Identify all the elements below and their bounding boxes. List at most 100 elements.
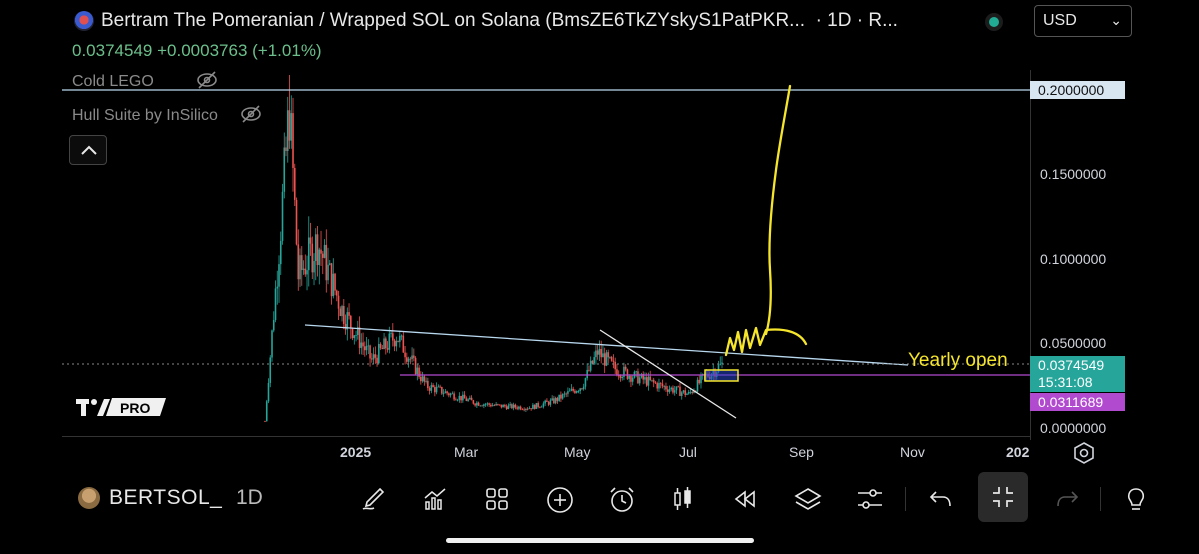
- candle-body: [381, 347, 384, 349]
- candle-body: [483, 404, 485, 406]
- candle-body: [446, 391, 448, 394]
- chart-settings-icon[interactable]: [1072, 441, 1096, 465]
- redo-button[interactable]: [1046, 480, 1086, 516]
- toolbar-divider: [905, 487, 906, 511]
- add-button[interactable]: [538, 480, 578, 516]
- candle-body: [353, 335, 356, 339]
- last-price: 0.0374549: [72, 41, 153, 60]
- price-chart[interactable]: Yearly open: [0, 0, 1199, 470]
- candle-body: [441, 386, 443, 394]
- candle-body: [360, 342, 363, 348]
- idea-icon: [1127, 488, 1145, 510]
- alert-button[interactable]: [600, 480, 640, 516]
- candle-body: [316, 234, 319, 266]
- price-axis[interactable]: [1030, 70, 1199, 440]
- layers-button[interactable]: [786, 480, 826, 516]
- candle-body: [505, 406, 508, 410]
- support-price-tag: 0.0311689: [1030, 393, 1125, 411]
- candle-body: [542, 403, 545, 407]
- currency-select[interactable]: USD ⌄: [1034, 5, 1132, 37]
- hand-drawn-projection: [724, 84, 808, 357]
- candle-body: [574, 390, 576, 393]
- settings-button[interactable]: [848, 480, 888, 516]
- candle-body: [595, 350, 597, 358]
- candle-body: [560, 394, 562, 399]
- candle-body: [591, 360, 594, 364]
- symbol-search-button[interactable]: BERTSOL_: [109, 486, 223, 509]
- fullscreen-exit-button[interactable]: [978, 472, 1028, 522]
- candle-body: [586, 369, 588, 379]
- indicator-label: Hull Suite by InSilico: [72, 107, 218, 124]
- drawing-tool-button[interactable]: [352, 480, 392, 516]
- candle-body: [404, 352, 406, 358]
- candle-body: [390, 333, 392, 335]
- candle-body: [626, 369, 629, 379]
- candle-body: [614, 361, 616, 370]
- candle-body: [411, 355, 413, 360]
- undo-button[interactable]: [920, 480, 960, 516]
- indicator-cold-lego[interactable]: Cold LEGO: [72, 71, 218, 91]
- candle-body: [698, 379, 701, 384]
- candle-body: [691, 391, 694, 393]
- market-status-icon[interactable]: [985, 13, 1003, 31]
- candle-body: [283, 147, 286, 192]
- candle-body: [362, 342, 364, 347]
- candle-body: [467, 399, 469, 401]
- candle-body: [432, 385, 434, 388]
- candle-body: [675, 386, 678, 391]
- candle-body: [264, 421, 266, 423]
- candle-body: [519, 406, 522, 410]
- candle-body: [663, 386, 666, 387]
- breakout-trendline: [599, 329, 737, 419]
- candle-body: [451, 393, 454, 395]
- candle-body: [526, 408, 529, 410]
- candle-body: [481, 405, 483, 407]
- home-indicator[interactable]: [446, 538, 754, 543]
- candle-body: [670, 387, 673, 390]
- add-icon: [547, 487, 573, 513]
- chart-title[interactable]: Bertram The Pomeranian / Wrapped SOL on …: [101, 10, 898, 32]
- candle-body: [386, 348, 389, 350]
- candle-body: [434, 387, 436, 393]
- toolbar-divider: [1100, 487, 1101, 511]
- candle-body: [407, 358, 410, 362]
- candle-body: [556, 397, 559, 401]
- layout-button[interactable]: [476, 480, 516, 516]
- candle-body: [449, 393, 452, 396]
- candle-body: [579, 388, 581, 392]
- candle-body: [306, 270, 308, 275]
- candle-body: [549, 400, 552, 405]
- candle-body: [423, 376, 426, 382]
- candle-body: [672, 387, 674, 393]
- candle-body: [385, 338, 387, 349]
- chart-type-button[interactable]: [662, 480, 702, 516]
- candle-body: [383, 338, 385, 349]
- candle-body: [413, 355, 415, 358]
- collapse-indicators-button[interactable]: [69, 135, 107, 165]
- candle-body: [546, 400, 548, 402]
- candle-body: [547, 401, 550, 405]
- candle-body: [623, 366, 625, 378]
- ideas-button[interactable]: [1115, 480, 1155, 516]
- candle-body: [647, 376, 650, 386]
- replay-button[interactable]: [724, 480, 764, 516]
- candle-body: [364, 346, 366, 351]
- interval-button[interactable]: 1D: [236, 486, 263, 509]
- candle-body: [516, 407, 518, 409]
- indicator-hull-suite[interactable]: Hull Suite by InSilico: [72, 105, 262, 125]
- candle-body: [605, 352, 608, 366]
- candle-body: [274, 288, 277, 320]
- eye-hidden-icon[interactable]: [196, 71, 218, 89]
- candle-body: [530, 408, 532, 410]
- candle-body: [700, 375, 702, 384]
- candle-body: [460, 395, 462, 401]
- eye-hidden-icon[interactable]: [240, 105, 262, 123]
- indicators-button[interactable]: [414, 480, 454, 516]
- candle-body: [325, 244, 328, 281]
- time-label: Mar: [454, 444, 479, 460]
- candle-body: [330, 263, 333, 297]
- candle-body: [472, 400, 475, 404]
- candle-body: [584, 378, 587, 387]
- candle-body: [537, 403, 539, 407]
- candle-body: [439, 386, 441, 388]
